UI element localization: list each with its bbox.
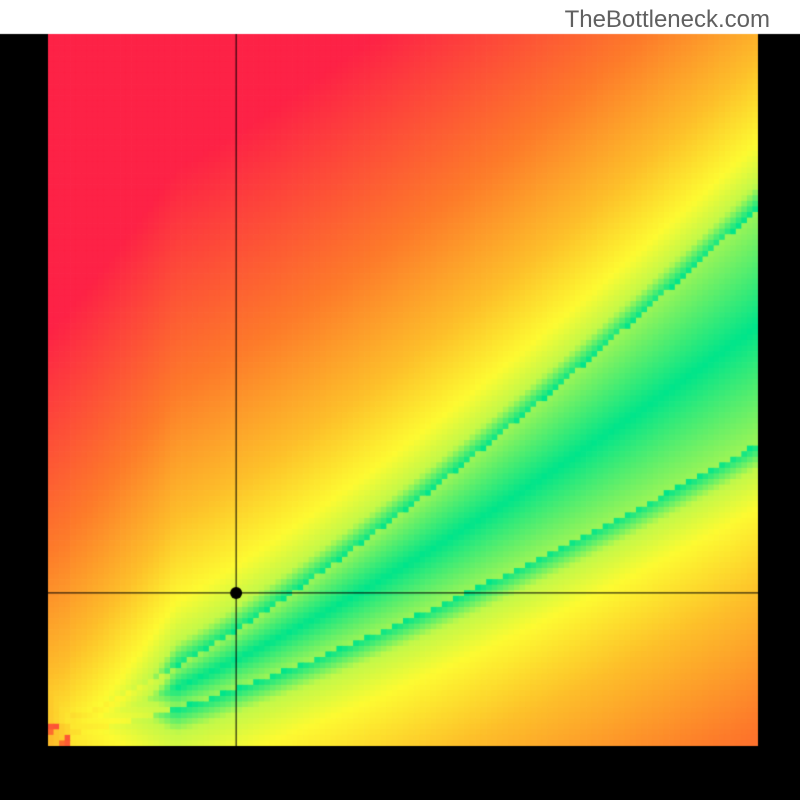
attribution-text: TheBottleneck.com [565,6,770,34]
bottleneck-heatmap [0,0,800,800]
